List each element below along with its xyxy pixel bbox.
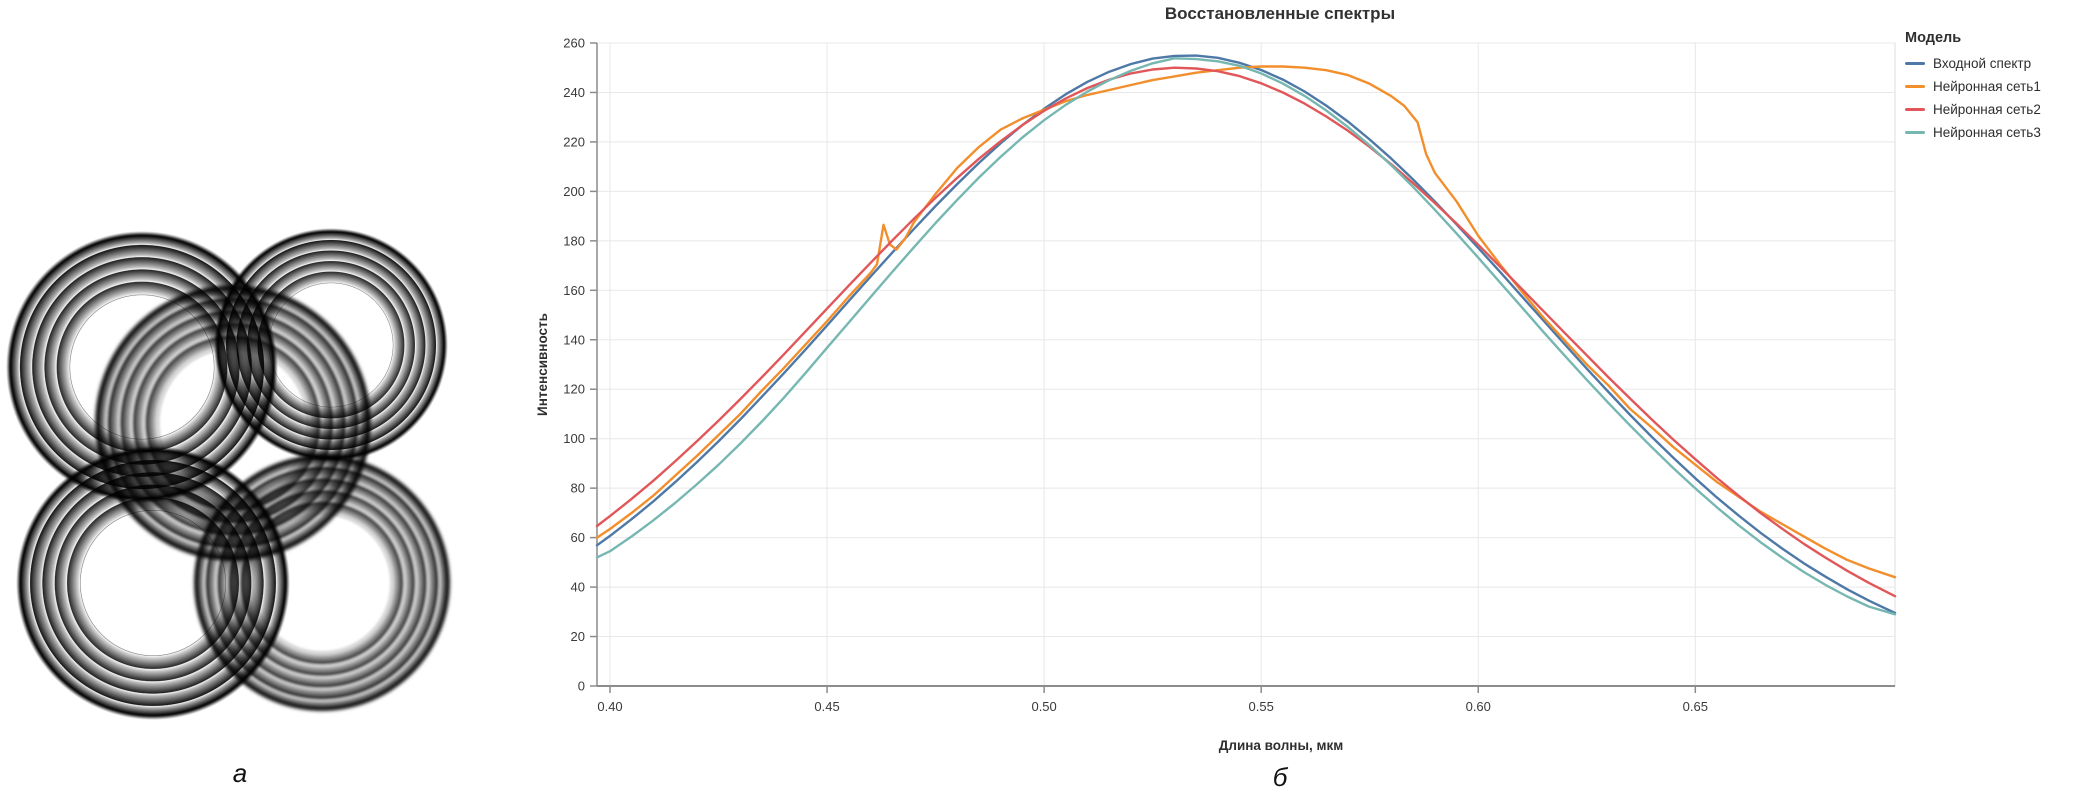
x-tick-label: 0.65 xyxy=(1683,699,1708,714)
caption-b: б xyxy=(1272,762,1288,792)
x-tick-label: 0.40 xyxy=(597,699,622,714)
y-tick-label: 60 xyxy=(571,530,585,545)
series-line-1 xyxy=(595,54,1897,615)
ring-pattern-image xyxy=(6,228,452,720)
y-tick-label: 100 xyxy=(563,431,585,446)
figure-b-chart: Восстановленные спектры 0 20 40 60 80 100 120 1… xyxy=(520,0,2086,794)
x-axis-title: Длина волны, мкм xyxy=(1219,738,1343,753)
legend-label: Нейронная сеть2 xyxy=(1933,102,2041,117)
legend-label: Входной спектр xyxy=(1933,56,2032,71)
x-tick-label: 0.45 xyxy=(814,699,839,714)
legend-swatch-icon xyxy=(1905,84,1925,89)
y-tick-label: 220 xyxy=(563,134,585,149)
caption-a: а xyxy=(232,758,248,788)
series-line-4 xyxy=(595,57,1897,616)
y-tick-label: 160 xyxy=(563,283,585,298)
x-tick-label: 0.55 xyxy=(1249,699,1274,714)
spectra-line-chart: 0 20 40 60 80 100 120 140 160 180 200 220 240 260 0.40… xyxy=(535,36,1897,753)
y-tick-label: 120 xyxy=(563,382,585,397)
legend-title: Модель xyxy=(1905,30,1962,46)
y-tick-label: 140 xyxy=(563,332,585,347)
legend-item-2[interactable]: Нейронная сеть1 xyxy=(1905,79,2080,94)
y-tick-label: 0 xyxy=(578,679,585,694)
y-tick-label: 180 xyxy=(563,233,585,248)
legend-item-3[interactable]: Нейронная сеть2 xyxy=(1905,102,2080,117)
figure-a-ring-pattern: а xyxy=(0,0,480,794)
legend-item-1[interactable]: Входной спектр xyxy=(1905,56,2080,71)
ring-pattern-5 xyxy=(93,283,373,563)
chart-legend: Модель Входной спектр Нейронная сеть1 Нейр… xyxy=(1905,30,2080,148)
legend-item-4[interactable]: Нейронная сеть3 xyxy=(1905,125,2080,140)
legend-swatch-icon xyxy=(1905,61,1925,66)
y-tick-label: 80 xyxy=(571,481,585,496)
y-tick-label: 20 xyxy=(571,629,585,644)
legend-label: Нейронная сеть1 xyxy=(1933,79,2041,94)
x-tick-label: 0.50 xyxy=(1031,699,1056,714)
series-line-3 xyxy=(595,66,1897,598)
legend-label: Нейронная сеть3 xyxy=(1933,125,2041,140)
y-axis-title: Интенсивность xyxy=(535,313,550,416)
y-tick-label: 200 xyxy=(563,184,585,199)
y-tick-label: 240 xyxy=(563,85,585,100)
x-tick-label: 0.60 xyxy=(1466,699,1491,714)
chart-title: Восстановленные спектры xyxy=(1164,4,1396,23)
y-tick-label: 260 xyxy=(563,36,585,51)
legend-swatch-icon xyxy=(1905,130,1925,135)
y-tick-label: 40 xyxy=(571,580,585,595)
legend-swatch-icon xyxy=(1905,107,1925,112)
